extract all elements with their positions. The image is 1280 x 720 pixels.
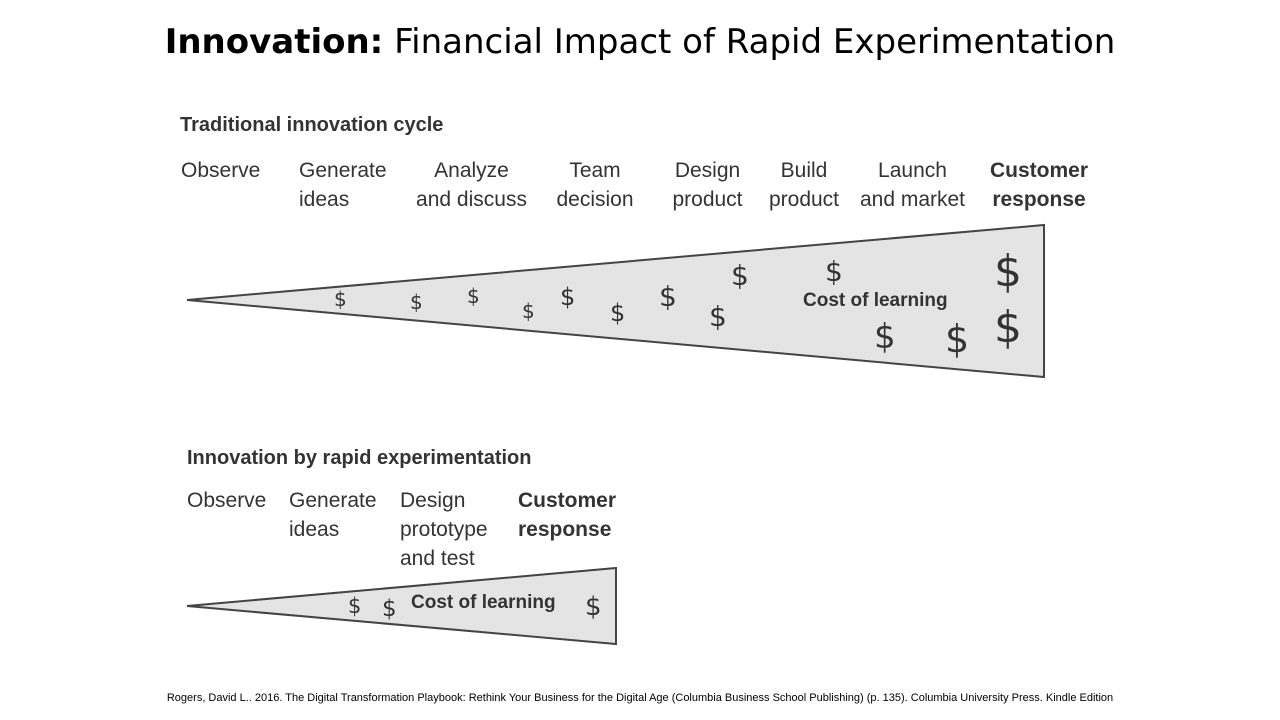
step-line: Observe (187, 489, 267, 512)
traditional-cost-wedge (186, 223, 1045, 379)
dollar-sign-icon: $ (825, 255, 843, 288)
slide-title: Innovation: Financial Impact of Rapid Ex… (0, 22, 1280, 62)
rapid-step-customer-response: Customer response (518, 486, 616, 544)
dollar-sign-icon: $ (585, 592, 602, 622)
rapid-step-observe: Observe (187, 486, 266, 515)
step-line: Generate (289, 489, 377, 512)
step-line: prototype (400, 518, 488, 541)
step-line: ideas (289, 518, 340, 541)
dollar-sign-icon: $ (731, 259, 749, 292)
traditional-step-analyze: Analyze and discuss (413, 156, 530, 214)
traditional-heading: Traditional innovation cycle (180, 114, 444, 136)
dollar-sign-icon: $ (709, 300, 727, 333)
traditional-cost-of-learning-label: Cost of learning (803, 290, 948, 311)
step-line: Observe (181, 159, 261, 182)
dollar-sign-icon: $ (348, 594, 362, 618)
step-line: Analyze (434, 159, 509, 182)
slide-title-rest: Financial Impact of Rapid Experimentatio… (383, 22, 1116, 62)
rapid-heading: Innovation by rapid experimentation (187, 447, 532, 469)
step-line: Design (674, 159, 741, 182)
rapid-cost-wedge (186, 566, 617, 646)
dollar-sign-icon: $ (334, 287, 347, 311)
dollar-sign-icon: $ (874, 317, 896, 357)
citation: Rogers, David L.. 2016. The Digital Tran… (166, 692, 1114, 704)
traditional-step-design-product: Design product (664, 156, 751, 214)
dollar-sign-icon: $ (945, 317, 970, 361)
dollar-sign-icon: $ (610, 299, 626, 327)
rapid-cost-of-learning-label: Cost of learning (411, 592, 556, 613)
traditional-step-observe: Observe (181, 156, 260, 185)
step-line: response (992, 188, 1086, 211)
step-line: product (768, 188, 840, 211)
rapid-step-design-prototype: Design prototype and test (400, 486, 488, 573)
step-line: Generate (299, 159, 387, 182)
step-line: Team (569, 159, 621, 182)
rapid-step-generate-ideas: Generate ideas (289, 486, 377, 544)
dollar-sign-icon: $ (382, 596, 397, 622)
dollar-sign-icon: $ (560, 283, 576, 311)
step-line: ideas (299, 188, 350, 211)
step-line: and discuss (416, 188, 527, 211)
step-line: Launch (878, 159, 947, 182)
traditional-step-customer-response: Customer response (984, 156, 1094, 214)
traditional-step-team-decision: Team decision (549, 156, 641, 214)
dollar-sign-icon: $ (410, 290, 423, 314)
traditional-step-build-product: Build product (760, 156, 848, 214)
step-line: Build (780, 159, 828, 182)
step-line: response (518, 518, 612, 541)
step-line: product (672, 188, 743, 211)
step-line: Customer (518, 489, 617, 512)
dollar-sign-icon: $ (522, 299, 535, 323)
step-line: Customer (989, 159, 1089, 182)
dollar-sign-icon: $ (659, 280, 677, 313)
dollar-sign-icon: $ (994, 246, 1022, 297)
traditional-step-generate-ideas: Generate ideas (299, 156, 387, 214)
step-line: and market (859, 188, 966, 211)
slide-title-bold: Innovation: (164, 22, 384, 62)
step-line: decision (556, 188, 634, 211)
step-line: and test (400, 547, 475, 570)
traditional-step-launch: Launch and market (853, 156, 972, 214)
step-line: Design (400, 489, 466, 512)
dollar-sign-icon: $ (994, 302, 1022, 353)
dollar-sign-icon: $ (467, 284, 480, 308)
